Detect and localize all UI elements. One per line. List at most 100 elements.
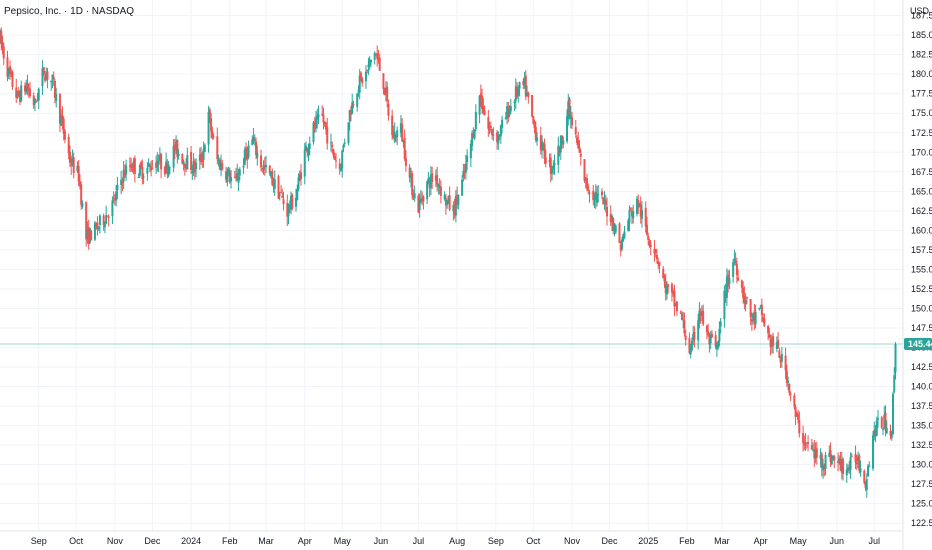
candle-body xyxy=(662,268,665,279)
candle-body xyxy=(788,383,791,393)
candle-body xyxy=(80,184,83,205)
candle-body xyxy=(247,145,250,158)
candle-body xyxy=(408,167,411,178)
candle-body xyxy=(72,157,75,174)
candle-body xyxy=(361,77,364,84)
price-axis[interactable]: 122.50 125.00 127.50 130.00 132.50 135.00 137.… xyxy=(911,11,932,529)
candle-body xyxy=(804,442,807,444)
candle-body xyxy=(326,126,329,144)
candle-body xyxy=(436,174,439,185)
candle-body xyxy=(304,145,307,151)
candle-body xyxy=(539,135,542,151)
candle-body xyxy=(867,466,870,477)
candle-body xyxy=(724,293,727,297)
candle-body xyxy=(689,349,692,355)
candle-body xyxy=(342,145,345,149)
candle-body xyxy=(859,468,862,473)
candle-body xyxy=(819,455,822,459)
candle-body xyxy=(402,140,405,143)
candle-body xyxy=(322,114,325,123)
candle-body xyxy=(348,109,351,122)
candle-body xyxy=(725,276,728,298)
candle-body xyxy=(828,452,831,457)
candle-body xyxy=(193,161,196,172)
candle-body xyxy=(391,115,394,136)
candle-body xyxy=(630,211,633,217)
candle-body xyxy=(488,128,491,130)
candle-body xyxy=(175,141,178,149)
candle-body xyxy=(141,167,144,179)
candle-body xyxy=(482,106,485,114)
candle-body xyxy=(216,136,219,160)
candle-body xyxy=(207,111,210,145)
candle-body xyxy=(303,149,306,177)
candle-body xyxy=(177,153,180,157)
chart-title: Pepsico, Inc. · 1D · NASDAQ xyxy=(4,6,134,17)
candle-body xyxy=(33,98,36,104)
candle-body xyxy=(227,169,230,174)
candle-body xyxy=(655,254,658,260)
currency-label[interactable]: USD xyxy=(910,6,930,16)
candle-body xyxy=(471,133,474,146)
candle-body xyxy=(255,141,258,156)
candle-body xyxy=(839,458,842,471)
candle-body xyxy=(16,91,19,97)
x-tick-label: Jun xyxy=(374,536,389,546)
candle-body xyxy=(403,137,406,159)
candle-body xyxy=(889,430,892,436)
candle-body xyxy=(409,175,412,179)
candle-body xyxy=(93,222,96,240)
candle-body xyxy=(693,332,696,340)
candle-body xyxy=(217,160,220,162)
candle-body xyxy=(132,160,135,168)
candle-body xyxy=(87,227,90,245)
y-tick-label: 165.00 xyxy=(911,186,932,196)
candle-body xyxy=(263,165,266,167)
candle-body xyxy=(682,319,685,321)
candle-body xyxy=(8,66,11,75)
candle-body xyxy=(499,125,502,137)
candle-body xyxy=(190,151,193,171)
time-axis[interactable]: Sep Oct Nov Dec 2024 Feb Mar Apr May Jun Jul Aug Sep… xyxy=(31,536,880,546)
candle-body xyxy=(313,122,316,129)
y-tick-label: 162.50 xyxy=(911,206,932,216)
candle-body xyxy=(393,131,396,142)
candle-body xyxy=(780,353,783,362)
x-tick-label: Oct xyxy=(526,536,541,546)
candle-body xyxy=(111,200,114,217)
candle-body xyxy=(728,278,731,285)
candle-body xyxy=(62,118,65,134)
candle-body xyxy=(670,283,673,293)
candle-body xyxy=(52,76,55,80)
candle-body xyxy=(864,481,867,488)
candle-body xyxy=(225,171,228,180)
candle-body xyxy=(98,215,101,225)
candle-body xyxy=(735,263,738,276)
y-tick-label: 167.50 xyxy=(911,167,932,177)
candle-body xyxy=(146,167,149,174)
x-tick-label: Dec xyxy=(144,536,161,546)
candle-body xyxy=(273,179,276,189)
candle-body xyxy=(113,198,116,201)
candle-body xyxy=(431,173,434,182)
y-tick-label: 127.50 xyxy=(911,479,932,489)
candle-body xyxy=(192,160,195,174)
candle-body xyxy=(105,215,108,224)
candle-body xyxy=(536,137,539,142)
candle-body xyxy=(45,73,48,80)
candle-body xyxy=(373,52,376,60)
y-tick-label: 177.50 xyxy=(911,89,932,99)
y-tick-label: 122.50 xyxy=(911,518,932,528)
candle-body xyxy=(848,468,851,471)
candle-body xyxy=(298,174,301,181)
x-tick-label: Apr xyxy=(754,536,768,546)
candle-body xyxy=(683,320,686,334)
candle-body xyxy=(620,239,623,249)
candle-body xyxy=(742,287,745,298)
candle-body xyxy=(769,338,772,347)
y-tick-label: 180.00 xyxy=(911,69,932,79)
candle-body xyxy=(401,124,404,142)
candle-body xyxy=(578,146,581,153)
candle-body xyxy=(58,94,61,124)
